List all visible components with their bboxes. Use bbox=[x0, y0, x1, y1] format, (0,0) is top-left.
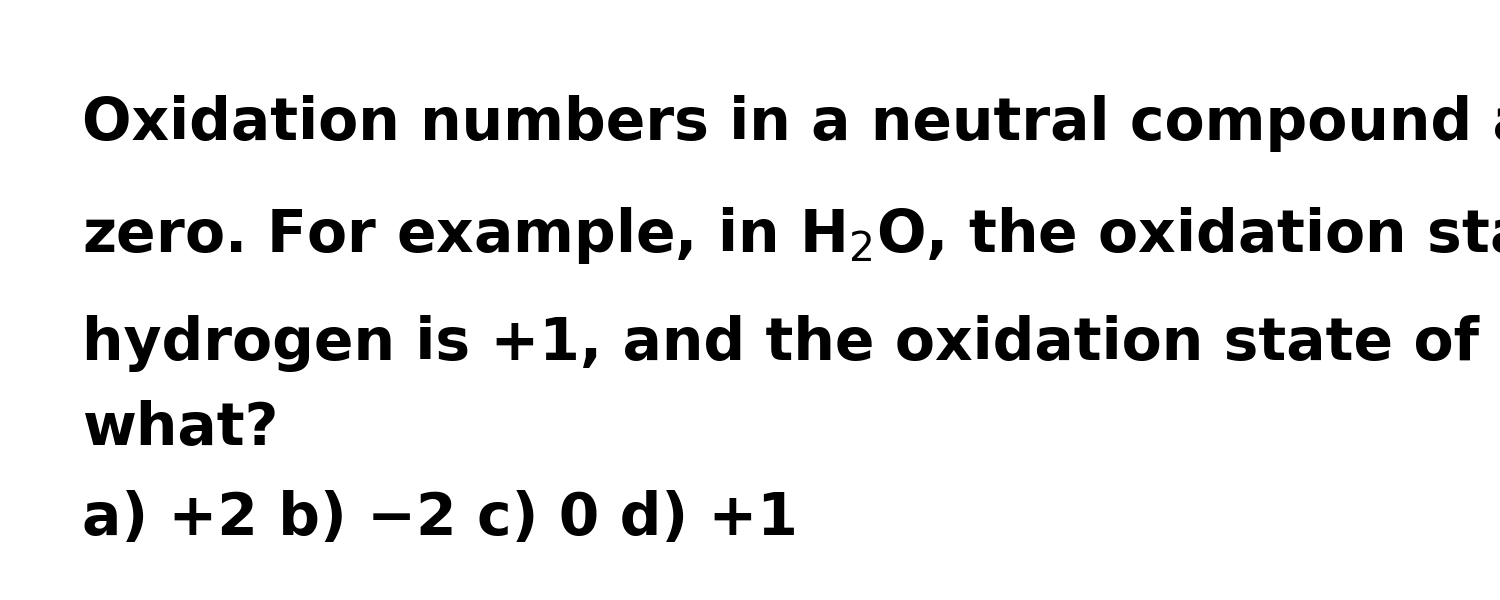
Text: a) +2 b) −2 c) 0 d) +1: a) +2 b) −2 c) 0 d) +1 bbox=[82, 490, 798, 547]
Text: hydrogen is +1, and the oxidation state of oxygen is: hydrogen is +1, and the oxidation state … bbox=[82, 315, 1500, 372]
Text: what?: what? bbox=[82, 400, 279, 457]
Text: Oxidation numbers in a neutral compound add up to: Oxidation numbers in a neutral compound … bbox=[82, 95, 1500, 152]
Text: zero. For example, in H$_2$O, the oxidation state of: zero. For example, in H$_2$O, the oxidat… bbox=[82, 205, 1500, 266]
